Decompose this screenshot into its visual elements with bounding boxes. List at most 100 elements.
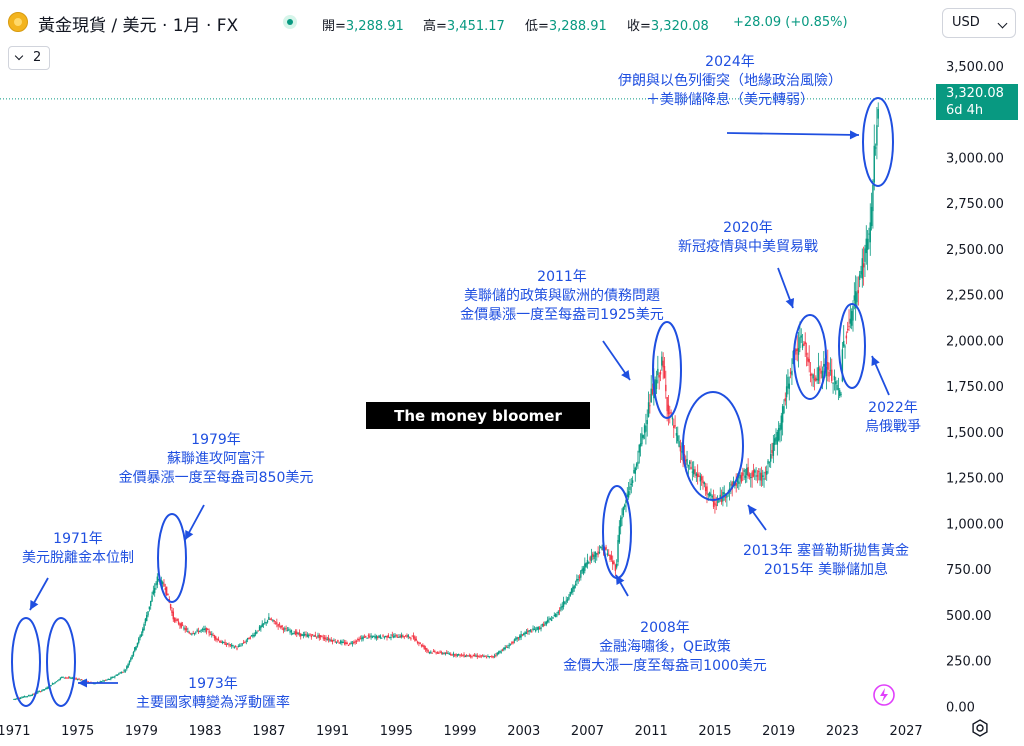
candle: [266, 619, 269, 624]
candle: [367, 633, 370, 639]
candle: [467, 655, 469, 657]
y-tick-label: 0.00: [946, 700, 975, 715]
candle: [839, 388, 841, 399]
candle: [497, 650, 500, 655]
candle: [290, 629, 293, 636]
candle: [224, 639, 226, 646]
candle: [870, 192, 873, 231]
candle: [188, 630, 190, 634]
candle: [164, 583, 167, 595]
candle: [211, 631, 213, 638]
candle: [220, 639, 222, 643]
candle: [795, 348, 797, 361]
candle: [517, 637, 520, 641]
candle: [584, 557, 586, 574]
candle: [354, 639, 356, 645]
candle: [695, 472, 698, 482]
candle: [843, 325, 845, 348]
candle: [775, 428, 777, 445]
candle: [110, 676, 112, 681]
candle: [280, 625, 282, 630]
candle: [742, 467, 744, 481]
candle: [499, 650, 501, 654]
candle: [339, 639, 342, 645]
candle: [307, 633, 310, 639]
candle: [156, 573, 159, 589]
candle: [665, 370, 667, 399]
candle: [305, 631, 307, 638]
candle: [777, 421, 780, 442]
candle: [621, 508, 623, 527]
candle: [173, 617, 176, 623]
candle: [468, 653, 471, 658]
candle: [546, 616, 549, 624]
candle: [744, 468, 747, 484]
candle: [521, 634, 524, 637]
market-status-icon[interactable]: [283, 15, 297, 29]
candle: [399, 634, 401, 639]
candle: [292, 632, 294, 635]
candle: [71, 676, 74, 680]
candle: [177, 618, 180, 626]
candle: [605, 544, 607, 551]
annotation-arrow: [29, 577, 49, 611]
candle: [55, 681, 58, 683]
currency-select[interactable]: USD: [942, 8, 1016, 38]
candle: [363, 634, 366, 638]
candle: [118, 672, 120, 676]
candle: [301, 633, 303, 636]
indicator-toggle[interactable]: 2: [8, 46, 50, 70]
candle: [865, 225, 867, 265]
candle: [249, 635, 251, 640]
candle: [250, 634, 253, 637]
candle: [489, 655, 492, 658]
candle: [143, 622, 145, 631]
candle: [326, 636, 328, 641]
candle: [783, 399, 785, 415]
candle: [265, 621, 267, 626]
candle: [296, 629, 298, 638]
candle: [692, 461, 695, 478]
candle: [677, 426, 679, 444]
candle: [495, 653, 497, 658]
candle: [375, 634, 378, 641]
symbol-title[interactable]: 黃金現貨 / 美元 · 1月 · FX: [38, 16, 239, 36]
candle: [527, 628, 529, 635]
candle: [384, 635, 387, 638]
x-tick-label: 1999: [443, 724, 476, 739]
annotation-arrow: [726, 130, 860, 140]
flash-icon[interactable]: [873, 684, 895, 706]
candle: [103, 680, 105, 682]
candle: [407, 633, 409, 640]
candle: [227, 642, 229, 645]
candle: [512, 640, 514, 645]
candle: [387, 633, 390, 639]
candle: [585, 562, 587, 568]
candle: [172, 608, 174, 622]
candle: [373, 635, 375, 638]
candle: [395, 634, 398, 638]
candle: [431, 652, 433, 654]
candle: [229, 643, 232, 647]
candle: [492, 656, 494, 659]
candle: [532, 625, 534, 632]
candle: [816, 367, 818, 384]
candle: [304, 631, 306, 637]
candle: [43, 689, 46, 691]
settings-gear-icon[interactable]: [971, 719, 989, 737]
candle: [797, 332, 800, 368]
candle: [21, 696, 23, 699]
candle: [288, 627, 290, 631]
candle: [609, 554, 611, 562]
candle: [404, 634, 407, 637]
candle: [330, 637, 332, 642]
candle: [116, 674, 119, 676]
candle: [193, 632, 196, 636]
candle: [520, 630, 522, 641]
candle: [874, 143, 877, 156]
candle: [420, 644, 423, 648]
candle: [773, 434, 776, 451]
